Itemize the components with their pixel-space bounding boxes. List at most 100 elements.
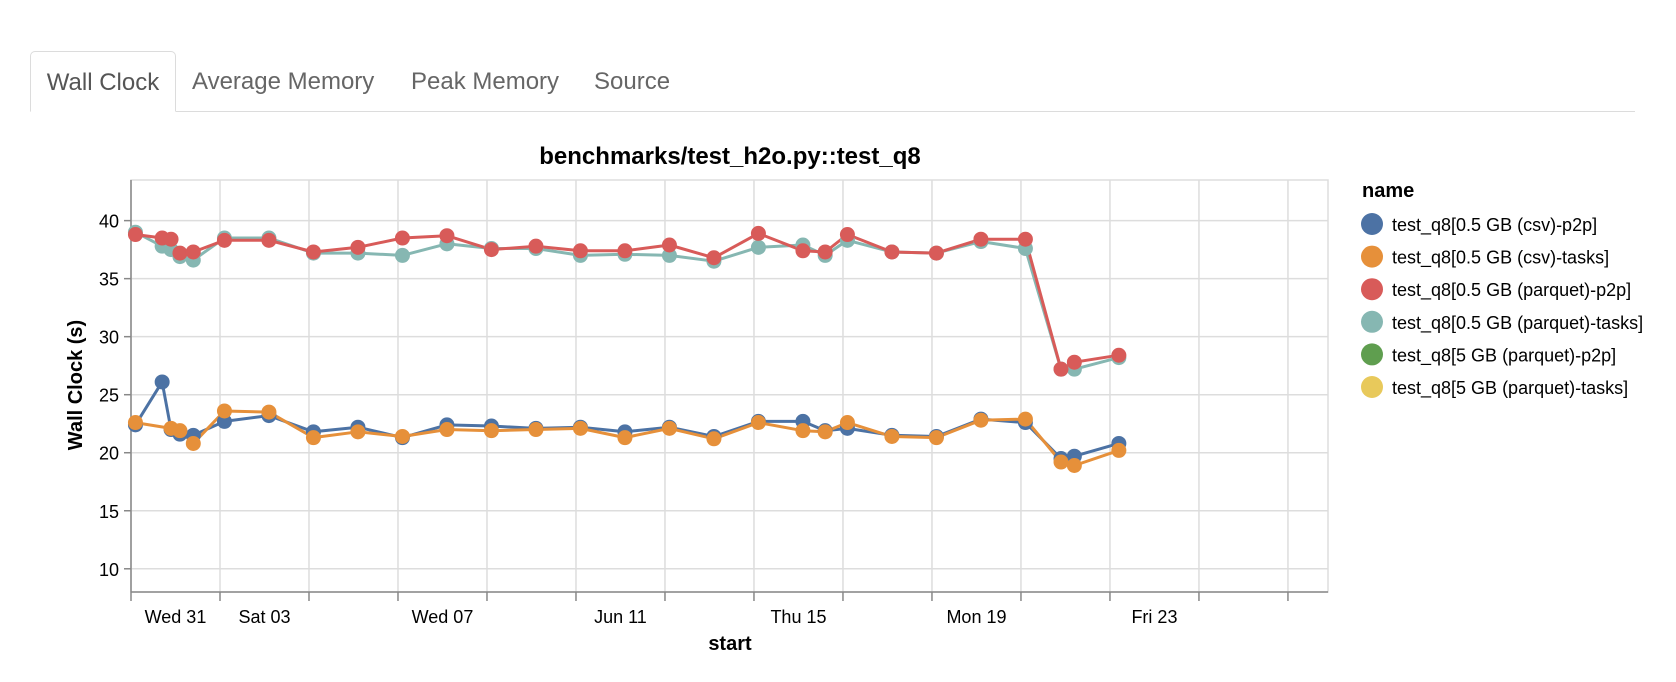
data-point [617, 243, 633, 259]
data-point [1053, 454, 1069, 470]
x-tick-label: Mon 19 [946, 607, 1006, 627]
data-point [439, 422, 455, 438]
legend-label: test_q8[0.5 GB (csv)-tasks] [1392, 248, 1609, 269]
y-tick-label: 15 [99, 502, 119, 522]
chart-axes: 10 15 20 25 30 35 40 Wed 31 Sat 03 Wed 07 Jun 11 Th… [99, 180, 1328, 627]
data-point [928, 430, 944, 446]
data-point [839, 415, 855, 431]
data-point [261, 232, 277, 248]
legend-label: test_q8[0.5 GB (parquet)-p2p] [1392, 280, 1631, 301]
data-point [163, 231, 179, 247]
data-point [261, 404, 277, 420]
x-tick-label: Wed 07 [412, 607, 474, 627]
legend-swatch [1361, 310, 1383, 333]
data-point [973, 231, 989, 247]
legend-title: name [1362, 180, 1414, 202]
data-point [1066, 457, 1082, 473]
tab-peak-memory[interactable]: Peak Memory [411, 68, 560, 95]
data-point [216, 413, 232, 429]
data-point [350, 239, 366, 255]
data-point [661, 420, 677, 436]
tab-wall-clock[interactable]: Wall Clock [30, 51, 176, 112]
data-point [483, 242, 499, 258]
legend-swatch [1361, 245, 1383, 268]
tab-average-memory[interactable]: Average Memory [192, 68, 375, 95]
data-point [795, 243, 811, 259]
y-tick-label: 20 [99, 444, 119, 464]
y-tick-label: 10 [99, 560, 119, 580]
data-point [216, 232, 232, 248]
data-point [839, 227, 855, 243]
data-point [706, 431, 722, 447]
chart-points [127, 224, 1127, 473]
legend-label: test_q8[0.5 GB (csv)-p2p] [1392, 215, 1597, 236]
legend-swatch [1361, 278, 1383, 301]
data-point [394, 247, 410, 263]
data-point [528, 422, 544, 438]
data-point [1066, 354, 1082, 370]
data-point [750, 415, 766, 431]
legend-label: test_q8[0.5 GB (parquet)-tasks] [1392, 313, 1643, 334]
chart-title: benchmarks/test_h2o.py::test_q8 [539, 143, 920, 170]
data-point [172, 245, 188, 261]
data-point [706, 250, 722, 266]
data-point [572, 420, 588, 436]
data-point [795, 423, 811, 439]
data-point [483, 423, 499, 439]
data-point [172, 423, 188, 439]
legend-label: test_q8[5 GB (parquet)-tasks] [1392, 378, 1628, 399]
data-point [884, 244, 900, 260]
legend-swatch [1361, 376, 1383, 398]
data-point [884, 428, 900, 444]
data-point [1111, 442, 1127, 458]
tab-bar: Wall Clock Average Memory Peak Memory So… [30, 51, 1635, 112]
series-line [135, 231, 1120, 371]
y-tick-label: 35 [99, 270, 119, 290]
data-point [973, 412, 989, 428]
data-point [394, 428, 410, 444]
legend-swatch [1361, 343, 1383, 366]
data-point [350, 424, 366, 440]
chart-grid [130, 179, 1329, 593]
plot-frame [130, 179, 1329, 593]
data-point [817, 424, 833, 440]
tab-source[interactable]: Source [594, 68, 671, 95]
x-tick-label: Jun 11 [594, 607, 647, 627]
x-tick-label: Fri 23 [1131, 607, 1177, 627]
data-point [572, 243, 588, 259]
y-tick-label: 30 [99, 328, 119, 348]
x-tick-label: Wed 31 [145, 607, 207, 627]
data-point [439, 228, 455, 244]
data-point [1053, 361, 1069, 377]
data-point [154, 374, 170, 390]
x-axis-label: start [708, 633, 752, 655]
data-point [661, 247, 677, 263]
data-point [528, 238, 544, 254]
x-tick-label: Sat 03 [238, 607, 290, 627]
y-axis-label: Wall Clock (s) [65, 320, 87, 450]
data-point [305, 244, 321, 260]
data-point [127, 227, 143, 243]
x-tick-label: Thu 15 [770, 607, 826, 627]
data-point [305, 430, 321, 446]
data-point [750, 225, 766, 241]
y-tick-label: 40 [99, 212, 119, 232]
y-tick-label: 25 [99, 386, 119, 406]
data-point [817, 244, 833, 260]
data-point [617, 430, 633, 446]
data-point [928, 245, 944, 261]
data-point [750, 239, 766, 255]
legend-swatch [1361, 213, 1383, 235]
chart-legend: name test_q8[0.5 GB (csv)-p2p] test_q8[0.… [1361, 180, 1643, 399]
data-point [216, 403, 232, 419]
data-point [185, 244, 201, 260]
chart-lines [134, 230, 1120, 467]
data-point [1111, 347, 1127, 363]
data-point [394, 230, 410, 246]
data-point [661, 237, 677, 253]
data-point [1017, 231, 1033, 247]
legend-label: test_q8[5 GB (parquet)-p2p] [1392, 345, 1616, 366]
data-point [127, 415, 143, 431]
data-point [1017, 411, 1033, 427]
